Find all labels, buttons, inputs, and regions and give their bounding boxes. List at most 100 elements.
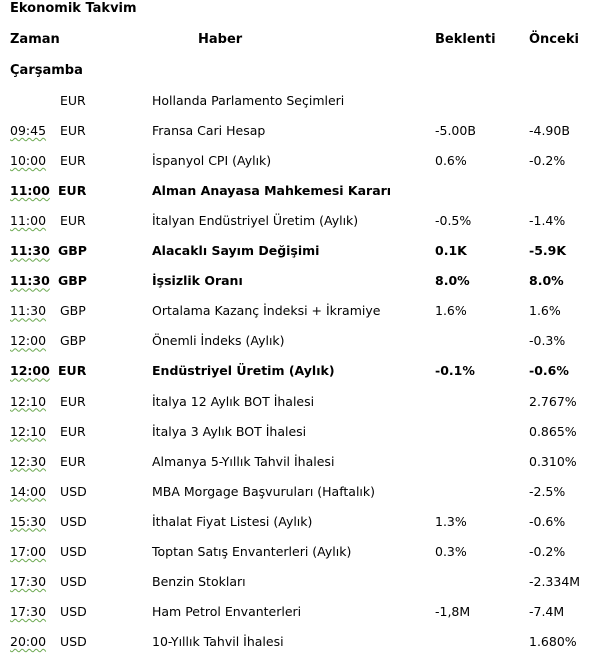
table-row: 12:30 EUR Almanya 5-Yıllık Tahvil İhalesi 0… (0, 454, 596, 476)
table-row: 10:00 EUR İspanyol CPI (Aylık) 0.6% -0.2% (0, 153, 596, 175)
row-currency: EUR (58, 183, 87, 199)
row-currency: GBP (58, 243, 87, 259)
table-row: 12:10 EUR İtalya 12 Aylık BOT İhalesi 2.767… (0, 394, 596, 416)
table-row: 17:30 USD Benzin Stokları -2.334M (0, 574, 596, 596)
row-event: Benzin Stokları (152, 573, 246, 589)
day-label: Çarşamba (10, 63, 83, 78)
row-expected: -1,8M (435, 603, 471, 619)
row-time: 20:00 (10, 633, 47, 649)
row-time: 12:00 (10, 333, 47, 349)
table-row: EUR Hollanda Parlamento Seçimleri (0, 93, 596, 115)
row-previous: -2.5% (529, 483, 566, 499)
header-time: Zaman (10, 32, 60, 47)
row-previous: 1.6% (529, 303, 561, 319)
table-row: 09:45 EUR Fransa Cari Hesap -5.00B -4.90B (0, 123, 596, 145)
row-currency: EUR (58, 363, 87, 379)
row-time: 11:00 (10, 213, 47, 229)
row-previous: -1.4% (529, 213, 566, 229)
row-expected: 1.6% (435, 303, 467, 319)
table-row: 17:00 USD Toptan Satış Envanterleri (Aylık… (0, 544, 596, 566)
row-currency: EUR (60, 393, 86, 409)
row-event: İşsizlik Oranı (152, 273, 243, 289)
row-event: İthalat Fiyat Listesi (Aylık) (152, 513, 313, 529)
row-time: 12:00 (10, 363, 50, 379)
table-row: 11:00 EUR Alman Anayasa Mahkemesi Kararı (0, 183, 596, 205)
row-event: İtalyan Endüstriyel Üretim (Aylık) (152, 213, 359, 229)
row-currency: EUR (60, 213, 86, 229)
row-expected: 0.6% (435, 153, 467, 169)
row-time: 12:30 (10, 453, 47, 469)
row-event: Ortalama Kazanç İndeksi + İkramiye (152, 303, 381, 319)
row-expected: -5.00B (435, 123, 476, 139)
row-time: 12:10 (10, 423, 47, 439)
row-event: 10-Yıllık Tahvil İhalesi (152, 633, 284, 649)
row-currency: USD (60, 483, 87, 499)
row-currency: USD (60, 513, 87, 529)
row-time: 14:00 (10, 483, 47, 499)
row-expected: 0.3% (435, 543, 467, 559)
row-previous: -0.2% (529, 153, 566, 169)
row-event: Toptan Satış Envanterleri (Aylık) (152, 543, 352, 559)
table-row: 12:10 EUR İtalya 3 Aylık BOT İhalesi 0.865% (0, 424, 596, 446)
row-previous: 2.767% (529, 393, 577, 409)
row-time: 12:10 (10, 393, 47, 409)
row-previous: -5.9K (529, 243, 567, 259)
row-currency: EUR (60, 423, 86, 439)
row-previous: -4.90B (529, 123, 570, 139)
row-time: 17:30 (10, 573, 47, 589)
row-time: 17:00 (10, 543, 47, 559)
row-time: 17:30 (10, 603, 47, 619)
row-previous: -0.6% (529, 513, 566, 529)
row-previous: -0.6% (529, 363, 569, 379)
table-row: 17:30 USD Ham Petrol Envanterleri -1,8M -7.4… (0, 604, 596, 626)
table-row: 12:00 EUR Endüstriyel Üretim (Aylık) -0.1% -… (0, 363, 596, 385)
header-previous: Önceki (529, 32, 579, 47)
row-event: Almanya 5-Yıllık Tahvil İhalesi (152, 453, 335, 469)
row-event: Ham Petrol Envanterleri (152, 603, 302, 619)
table-row: 11:00 EUR İtalyan Endüstriyel Üretim (Aylı… (0, 213, 596, 235)
row-currency: GBP (60, 303, 86, 319)
row-currency: GBP (58, 273, 87, 289)
row-previous: -0.2% (529, 543, 566, 559)
row-expected: 1.3% (435, 513, 467, 529)
row-currency: USD (60, 603, 87, 619)
row-previous: 0.865% (529, 423, 577, 439)
row-time: 11:30 (10, 243, 50, 259)
table-row: 15:30 USD İthalat Fiyat Listesi (Aylık) 1.3… (0, 514, 596, 536)
table-row: 12:00 GBP Önemli İndeks (Aylık) -0.3% (0, 333, 596, 355)
row-time: 09:45 (10, 123, 47, 139)
row-event: Fransa Cari Hesap (152, 123, 266, 139)
row-currency: USD (60, 543, 87, 559)
row-event: MBA Morgage Başvuruları (Haftalık) (152, 483, 376, 499)
table-row: 14:00 USD MBA Morgage Başvuruları (Haftalı… (0, 484, 596, 506)
row-currency: EUR (60, 153, 86, 169)
row-expected: -0.5% (435, 213, 472, 229)
row-currency: USD (60, 633, 87, 649)
row-event: Alman Anayasa Mahkemesi Kararı (152, 183, 392, 199)
row-event: Önemli İndeks (Aylık) (152, 333, 285, 349)
row-event: İspanyol CPI (Aylık) (152, 153, 272, 169)
row-expected: -0.1% (435, 363, 475, 379)
row-expected: 0.1K (435, 243, 467, 259)
row-time: 15:30 (10, 513, 47, 529)
row-time: 11:30 (10, 273, 50, 289)
row-time: 10:00 (10, 153, 47, 169)
table-row: 11:30 GBP Alacaklı Sayım Değişimi 0.1K -5.9K (0, 243, 596, 265)
row-event: İtalya 3 Aylık BOT İhalesi (152, 423, 307, 439)
header-expected: Beklenti (435, 32, 496, 47)
row-previous: -2.334M (529, 573, 581, 589)
row-time: 11:00 (10, 183, 50, 199)
row-previous: 0.310% (529, 453, 577, 469)
page-title: Ekonomik Takvim (10, 1, 137, 16)
row-event: Endüstriyel Üretim (Aylık) (152, 363, 335, 379)
row-previous: -7.4M (529, 603, 565, 619)
row-event: Alacaklı Sayım Değişimi (152, 243, 320, 259)
row-event: İtalya 12 Aylık BOT İhalesi (152, 393, 315, 409)
row-previous: -0.3% (529, 333, 566, 349)
header-event: Haber (198, 32, 243, 47)
table-row: 11:30 GBP İşsizlik Oranı 8.0% 8.0% (0, 273, 596, 295)
row-time: 11:30 (10, 303, 47, 319)
table-row: 20:00 USD 10-Yıllık Tahvil İhalesi 1.680% (0, 634, 596, 656)
table-row: 11:30 GBP Ortalama Kazanç İndeksi + İkrami… (0, 303, 596, 325)
